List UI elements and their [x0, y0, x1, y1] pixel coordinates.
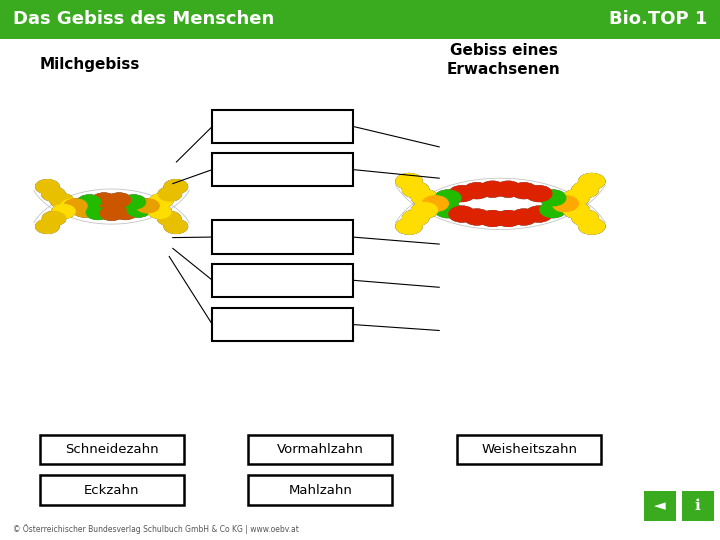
Ellipse shape	[61, 199, 84, 213]
Ellipse shape	[136, 199, 159, 213]
Ellipse shape	[164, 180, 187, 193]
Text: Mahlzahn: Mahlzahn	[289, 483, 352, 497]
Ellipse shape	[64, 199, 87, 213]
Ellipse shape	[511, 209, 537, 225]
Ellipse shape	[495, 211, 521, 226]
FancyBboxPatch shape	[212, 110, 353, 143]
Ellipse shape	[73, 203, 96, 217]
Ellipse shape	[464, 209, 490, 225]
Ellipse shape	[449, 186, 475, 201]
Ellipse shape	[435, 202, 461, 218]
Ellipse shape	[402, 182, 428, 198]
Ellipse shape	[526, 186, 552, 201]
FancyBboxPatch shape	[682, 491, 714, 521]
Text: Eckzahn: Eckzahn	[84, 483, 140, 497]
FancyBboxPatch shape	[644, 491, 676, 521]
Ellipse shape	[78, 195, 101, 209]
Ellipse shape	[158, 187, 181, 201]
Ellipse shape	[540, 202, 566, 218]
FancyBboxPatch shape	[248, 435, 392, 464]
Text: Bio.TOP 1: Bio.TOP 1	[608, 10, 707, 29]
Ellipse shape	[396, 174, 422, 189]
Ellipse shape	[495, 181, 521, 197]
Ellipse shape	[114, 206, 137, 219]
Ellipse shape	[42, 212, 66, 225]
Ellipse shape	[158, 212, 181, 225]
Ellipse shape	[572, 210, 598, 226]
Ellipse shape	[42, 187, 65, 201]
Ellipse shape	[86, 206, 109, 219]
Ellipse shape	[552, 196, 578, 211]
Text: Vormahlzahn: Vormahlzahn	[277, 443, 364, 456]
Ellipse shape	[423, 196, 449, 211]
Ellipse shape	[50, 194, 73, 207]
Text: Weisheitszahn: Weisheitszahn	[481, 443, 577, 456]
Ellipse shape	[148, 205, 171, 218]
Text: Milchgebiss: Milchgebiss	[40, 57, 140, 72]
FancyBboxPatch shape	[40, 435, 184, 464]
Text: © Österreichischer Bundesverlag Schulbuch GmbH & Co KG | www.oebv.at: © Österreichischer Bundesverlag Schulbuc…	[13, 524, 299, 534]
Ellipse shape	[412, 190, 438, 205]
Ellipse shape	[464, 183, 490, 199]
Ellipse shape	[552, 197, 578, 212]
Text: Schneidezahn: Schneidezahn	[65, 443, 158, 456]
FancyBboxPatch shape	[40, 475, 184, 505]
Ellipse shape	[563, 202, 589, 218]
Ellipse shape	[36, 180, 59, 193]
Ellipse shape	[435, 190, 461, 206]
Ellipse shape	[449, 206, 475, 222]
Ellipse shape	[540, 190, 566, 206]
FancyBboxPatch shape	[0, 0, 720, 39]
Ellipse shape	[480, 181, 505, 197]
Text: ◄: ◄	[654, 498, 666, 514]
Ellipse shape	[164, 220, 187, 233]
Ellipse shape	[122, 195, 145, 209]
Ellipse shape	[92, 193, 115, 207]
FancyBboxPatch shape	[457, 435, 601, 464]
FancyBboxPatch shape	[212, 308, 353, 341]
Ellipse shape	[396, 219, 422, 234]
FancyBboxPatch shape	[212, 220, 353, 254]
Ellipse shape	[579, 219, 605, 234]
Ellipse shape	[127, 203, 150, 217]
Text: Das Gebiss des Menschen: Das Gebiss des Menschen	[13, 10, 274, 29]
Ellipse shape	[526, 206, 552, 222]
Ellipse shape	[36, 220, 59, 233]
Text: ℹ: ℹ	[695, 498, 701, 514]
Ellipse shape	[139, 199, 162, 213]
FancyBboxPatch shape	[248, 475, 392, 505]
Ellipse shape	[423, 197, 449, 212]
Ellipse shape	[511, 183, 537, 199]
Ellipse shape	[572, 182, 598, 198]
Ellipse shape	[150, 194, 173, 207]
Ellipse shape	[412, 202, 438, 218]
Ellipse shape	[100, 206, 123, 220]
FancyBboxPatch shape	[212, 153, 353, 186]
Ellipse shape	[108, 193, 131, 207]
FancyBboxPatch shape	[212, 264, 353, 297]
Ellipse shape	[579, 174, 605, 189]
Ellipse shape	[402, 210, 428, 226]
Ellipse shape	[480, 211, 505, 226]
Ellipse shape	[563, 190, 589, 205]
Ellipse shape	[52, 205, 75, 218]
Text: Gebiss eines
Erwachsenen: Gebiss eines Erwachsenen	[447, 43, 561, 77]
